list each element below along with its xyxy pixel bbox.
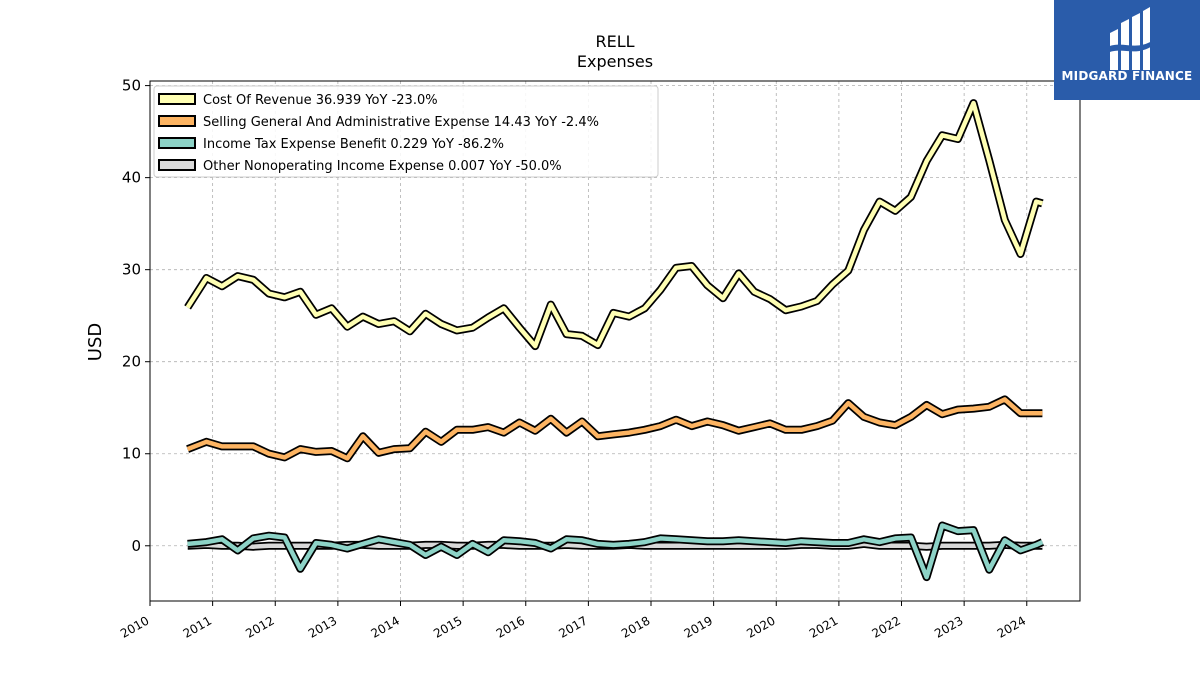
legend-label: Selling General And Administrative Expen…	[203, 115, 599, 130]
x-tick-label: 2019	[682, 613, 715, 640]
x-tick-label: 2024	[995, 613, 1028, 640]
legend-entries: Cost Of Revenue 36.939 YoY -23.0% Selling…	[158, 93, 599, 174]
legend-swatch	[158, 159, 196, 171]
legend-label: Cost Of Revenue 36.939 YoY -23.0%	[203, 93, 438, 108]
x-tick-label: 2020	[744, 613, 777, 640]
legend-swatch	[158, 115, 196, 127]
selling-general-and-administrative-expense-outline	[186, 395, 1043, 463]
legend-swatch	[158, 93, 196, 105]
y-tick-label: 0	[131, 537, 141, 555]
x-tick-label: 2021	[807, 613, 840, 640]
y-tick-label: 50	[122, 77, 141, 95]
x-tick-label: 2017	[556, 613, 589, 640]
cost-of-revenue-line	[185, 100, 1044, 349]
y-tick-label: 20	[122, 353, 141, 371]
series-lines	[184, 99, 1045, 582]
y-axis-label: USD	[85, 323, 106, 361]
y-tick-label: 40	[122, 169, 141, 187]
chart-subtitle: Expenses	[577, 52, 653, 71]
selling-general-and-administrative-expense-line	[186, 397, 1043, 461]
x-tick-label: 2010	[118, 613, 151, 640]
x-tick-label: 2023	[932, 613, 965, 640]
brand-name: MIDGARD FINANCE	[1061, 69, 1193, 83]
legend-box	[153, 85, 659, 178]
x-tick-label: 2011	[181, 613, 214, 640]
legend-label: Income Tax Expense Benefit 0.229 YoY -86…	[203, 137, 504, 152]
plot-frame	[149, 80, 1081, 602]
legend-swatch	[158, 137, 196, 149]
y-tick-label: 10	[122, 445, 141, 463]
legend: Cost Of Revenue 36.939 YoY -23.0% Selling…	[153, 85, 659, 178]
brand-logo: MIDGARD FINANCE	[1054, 0, 1200, 100]
brand-mark-icon	[1107, 7, 1154, 70]
legend-label: Other Nonoperating Income Expense 0.007 …	[203, 159, 562, 174]
y-tick-label: 30	[122, 261, 141, 279]
x-tick-label: 2014	[369, 613, 402, 640]
chart-title: RELL	[595, 32, 634, 51]
x-tick-label: 2015	[431, 613, 464, 640]
x-tick-label: 2012	[243, 613, 276, 640]
x-tick-label: 2022	[870, 613, 903, 640]
x-tick-label: 2013	[306, 613, 339, 640]
income-tax-expense-benefit-line	[187, 523, 1044, 580]
x-tick-label: 2016	[494, 613, 527, 640]
x-tick-label: 2018	[619, 613, 652, 640]
